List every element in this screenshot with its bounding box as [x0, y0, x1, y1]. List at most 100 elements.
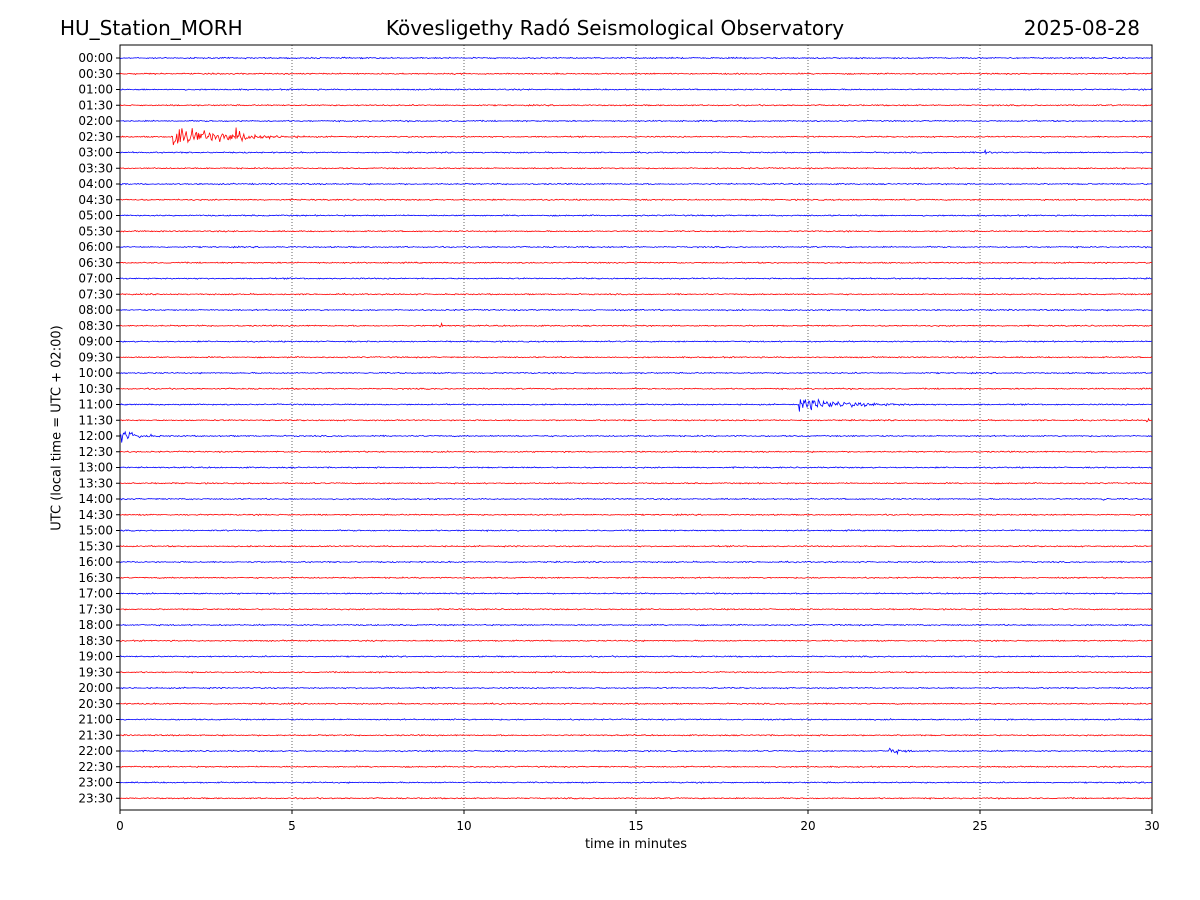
y-tick-label: 18:00 — [78, 618, 113, 632]
y-tick-label: 05:00 — [78, 209, 113, 223]
station-name: HU_Station_MORH — [60, 16, 243, 40]
trace-0800 — [119, 308, 1153, 312]
trace-1200 — [119, 430, 1153, 443]
y-tick-label: 14:00 — [78, 492, 113, 506]
y-tick-label: 17:00 — [78, 587, 113, 601]
y-tick-label: 02:30 — [78, 130, 113, 144]
y-tick-label: 12:30 — [78, 445, 113, 459]
y-tick-label: 03:00 — [78, 146, 113, 160]
trace-0130 — [119, 103, 1153, 107]
y-tick-label: 08:30 — [78, 319, 113, 333]
x-tick-label: 5 — [288, 819, 296, 833]
trace-1900 — [119, 655, 1153, 658]
trace-1930 — [119, 670, 1153, 674]
trace-0430 — [119, 198, 1153, 202]
trace-2300 — [119, 781, 1153, 784]
trace-0230 — [119, 127, 1153, 146]
trace-1130 — [119, 417, 1153, 423]
y-tick-label: 10:30 — [78, 382, 113, 396]
trace-1430 — [119, 513, 1153, 517]
y-tick-label: 19:00 — [78, 650, 113, 664]
trace-1230 — [119, 450, 1153, 454]
y-tick-label: 18:30 — [78, 634, 113, 648]
trace-0730 — [119, 292, 1153, 296]
y-tick-label: 00:30 — [78, 67, 113, 81]
x-tick-label: 30 — [1144, 819, 1159, 833]
trace-2330 — [119, 796, 1153, 800]
trace-0830 — [119, 321, 1153, 328]
trace-0000 — [119, 56, 1153, 60]
x-tick-label: 10 — [456, 819, 471, 833]
y-tick-label: 20:00 — [78, 681, 113, 695]
trace-1330 — [119, 481, 1153, 485]
y-tick-label: 04:00 — [78, 177, 113, 191]
trace-1300 — [119, 466, 1153, 470]
trace-1600 — [119, 560, 1153, 564]
x-tick-label: 0 — [116, 819, 124, 833]
trace-0100 — [119, 88, 1153, 91]
y-tick-label: 07:00 — [78, 272, 113, 286]
trace-1030 — [119, 387, 1153, 391]
y-tick-label: 01:00 — [78, 83, 113, 97]
x-tick-label: 15 — [628, 819, 643, 833]
trace-1400 — [119, 497, 1153, 501]
y-tick-label: 22:00 — [78, 744, 113, 758]
trace-1530 — [119, 544, 1153, 548]
y-tick-label: 14:30 — [78, 508, 113, 522]
trace-0700 — [119, 277, 1153, 280]
y-tick-label: 05:30 — [78, 224, 113, 238]
chart-date: 2025-08-28 — [1023, 16, 1140, 40]
trace-1830 — [119, 639, 1153, 643]
y-tick-label: 20:30 — [78, 697, 113, 711]
y-tick-label: 08:00 — [78, 303, 113, 317]
y-tick-label: 21:00 — [78, 713, 113, 727]
x-tick-label: 20 — [800, 819, 815, 833]
y-tick-label: 15:30 — [78, 539, 113, 553]
y-tick-label: 13:30 — [78, 476, 113, 490]
trace-2200 — [119, 747, 1153, 756]
y-tick-label: 06:00 — [78, 240, 113, 254]
y-tick-label: 16:30 — [78, 571, 113, 585]
y-tick-label: 09:00 — [78, 335, 113, 349]
seismic-traces — [119, 56, 1153, 800]
trace-2130 — [119, 733, 1153, 737]
trace-2230 — [119, 765, 1153, 769]
trace-0500 — [119, 214, 1153, 217]
y-tick-label: 01:30 — [78, 98, 113, 112]
y-tick-label: 11:00 — [78, 398, 113, 412]
x-axis-ticks: 0 5 10 15 20 25 30 — [116, 810, 1160, 833]
y-tick-label: 00:00 — [78, 51, 113, 65]
x-axis-label: time in minutes — [584, 837, 688, 852]
y-tick-label: 02:00 — [78, 114, 113, 128]
y-tick-label: 06:30 — [78, 256, 113, 270]
y-tick-label: 17:30 — [78, 602, 113, 616]
trace-0200 — [119, 119, 1153, 123]
trace-0530 — [119, 229, 1153, 233]
trace-1630 — [119, 576, 1153, 580]
trace-0930 — [119, 355, 1153, 359]
trace-1000 — [119, 371, 1153, 375]
trace-2000 — [119, 686, 1153, 690]
trace-2100 — [119, 718, 1153, 721]
y-tick-label: 11:30 — [78, 413, 113, 427]
y-tick-label: 22:30 — [78, 760, 113, 774]
trace-2030 — [119, 702, 1153, 706]
x-tick-label: 25 — [972, 819, 987, 833]
y-tick-label: 23:30 — [78, 791, 113, 805]
y-tick-label: 12:00 — [78, 429, 113, 443]
y-tick-label: 09:30 — [78, 350, 113, 364]
trace-1700 — [119, 592, 1153, 595]
trace-1500 — [119, 529, 1153, 533]
trace-0300 — [119, 148, 1153, 155]
trace-1800 — [119, 623, 1153, 627]
trace-0030 — [119, 72, 1153, 76]
y-tick-label: 23:00 — [78, 776, 113, 790]
y-tick-label: 03:30 — [78, 161, 113, 175]
trace-0600 — [119, 245, 1153, 249]
y-tick-label: 19:30 — [78, 665, 113, 679]
trace-0330 — [119, 166, 1153, 170]
y-tick-label: 15:00 — [78, 524, 113, 538]
y-tick-label: 04:30 — [78, 193, 113, 207]
